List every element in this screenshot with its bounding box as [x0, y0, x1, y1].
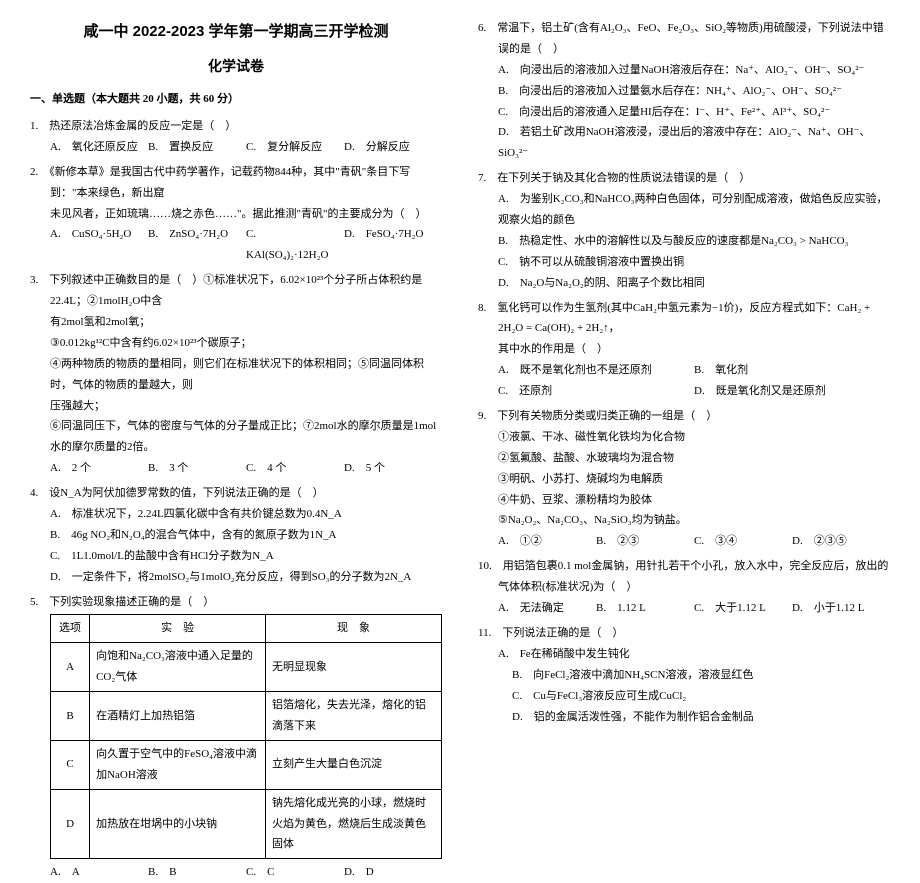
- q3-opt-b: B. 3 个: [148, 458, 246, 479]
- left-column: 咸一中 2022-2023 学年第一学期高三开学检测 化学试卷 一、单选题（本大…: [30, 18, 442, 633]
- q5-stem: 5. 下列实验现象描述正确的是（ ）: [30, 592, 442, 613]
- q8-opt-d: D. 既是氧化剂又是还原剂: [694, 381, 890, 402]
- q10-opt-a: A. 无法确定: [498, 598, 596, 619]
- q3-opt-c: C. 4 个: [246, 458, 344, 479]
- th-opt: 选项: [51, 615, 90, 643]
- q9-3: ③明矾、小苏打、烧碱均为电解质: [478, 469, 890, 490]
- q2-opt-a: A. CuSO₄·5H₂O: [50, 224, 148, 266]
- q9-opt-c: C. ③④: [694, 531, 792, 552]
- q7-stem: 7. 在下列关于钠及其化合物的性质说法错误的是（ ）: [478, 168, 890, 189]
- q9-1: ①液氯、干冰、磁性氧化铁均为化合物: [478, 427, 890, 448]
- q4-a: A. 标准状况下，2.24L四氯化碳中含有共价键总数为0.4N_A: [30, 504, 442, 525]
- question-2: 2. 《新修本草》是我国古代中药学著作，记载药物844种，其中"青矾"条目下写到…: [30, 162, 442, 266]
- q3-l2: 有2mol氢和2mol氧；: [30, 312, 442, 333]
- q9-options: A. ①② B. ②③ C. ③④ D. ②③⑤: [478, 531, 890, 552]
- question-6: 6. 常温下，铝土矿(含有Al₂O₃、FeO、Fe₂O₃、SiO₂等物质)用硫酸…: [478, 18, 890, 164]
- question-11: 11. 下列说法正确的是（ ） A. Fe在稀硝酸中发生钝化 B. 向FeCl₂…: [478, 623, 890, 727]
- q5-options: A. A B. B C. C D. D: [30, 862, 442, 883]
- q4-c: C. 1L1.0mol/L的盐酸中含有HCl分子数为N_A: [30, 546, 442, 567]
- q9-4: ④牛奶、豆浆、漂粉精均为胶体: [478, 490, 890, 511]
- q5-opt-d: D. D: [344, 862, 442, 883]
- q2-opt-b: B. ZnSO₄·7H₂O: [148, 224, 246, 266]
- q9-opt-a: A. ①②: [498, 531, 596, 552]
- q6-a: A. 向浸出后的溶液加入过量NaOH溶液后存在：Na⁺、AlO₂⁻、OH⁻、SO…: [478, 60, 890, 81]
- question-1: 1. 热还原法冶炼金属的反应一定是（ ） A. 氧化还原反应 B. 置换反应 C…: [30, 116, 442, 158]
- section-heading: 一、单选题（本大题共 20 小题，共 60 分）: [30, 89, 442, 110]
- q8-opts2: C. 还原剂 D. 既是氧化剂又是还原剂: [478, 381, 890, 402]
- table-row: D 加热放在坩埚中的小块钠 钠先熔化成光亮的小球，燃烧时火焰为黄色，燃烧后生成淡…: [51, 789, 442, 859]
- th-phen: 现 象: [266, 615, 442, 643]
- q1-stem: 1. 热还原法冶炼金属的反应一定是（ ）: [30, 116, 442, 137]
- q4-b: B. 46g NO₂和N₂O₄的混合气体中，含有的氮原子数为1N_A: [30, 525, 442, 546]
- q8-l1: 8. 氢化钙可以作为生氢剂(其中CaH₂中氢元素为−1价)，反应方程式如下：Ca…: [478, 298, 890, 340]
- q2-opt-d: D. FeSO₄·7H₂O: [344, 224, 442, 266]
- exam-title: 咸一中 2022-2023 学年第一学期高三开学检测: [30, 18, 442, 47]
- q9-2: ②氢氟酸、盐酸、水玻璃均为混合物: [478, 448, 890, 469]
- q5-opt-c: C. C: [246, 862, 344, 883]
- table-row: C 向久置于空气中的FeSO₄溶液中滴加NaOH溶液 立刻产生大量白色沉淀: [51, 740, 442, 789]
- q11-stem: 11. 下列说法正确的是（ ）: [478, 623, 890, 644]
- q10-opt-c: C. 大于1.12 L: [694, 598, 792, 619]
- q9-opt-b: B. ②③: [596, 531, 694, 552]
- question-5: 5. 下列实验现象描述正确的是（ ） 选项 实 验 现 象 A 向饱和Na₂CO…: [30, 592, 442, 883]
- q3-l4: ④两种物质的物质的量相同，则它们在标准状况下的体积相同；⑤同温同体积时，气体的物…: [30, 354, 442, 396]
- q11-d: D. 铝的金属活泼性强，不能作为制作铝合金制品: [478, 707, 890, 728]
- question-3: 3. 下列叙述中正确数目的是（ ）①标准状况下，6.02×10²³个分子所占体积…: [30, 270, 442, 479]
- q3-opt-a: A. 2 个: [50, 458, 148, 479]
- q1-opt-c: C. 复分解反应: [246, 137, 344, 158]
- question-9: 9. 下列有关物质分类或归类正确的一组是（ ） ①液氯、干冰、磁性氧化铁均为化合…: [478, 406, 890, 552]
- question-4: 4. 设N_A为阿伏加德罗常数的值，下列说法正确的是（ ） A. 标准状况下，2…: [30, 483, 442, 587]
- q9-opt-d: D. ②③⑤: [792, 531, 890, 552]
- q3-stem: 3. 下列叙述中正确数目的是（ ）①标准状况下，6.02×10²³个分子所占体积…: [30, 270, 442, 312]
- question-7: 7. 在下列关于钠及其化合物的性质说法错误的是（ ） A. 为鉴别K₂CO₃和N…: [478, 168, 890, 293]
- q5-opt-a: A. A: [50, 862, 148, 883]
- q2-opt-c: C. KAl(SO₄)₂·12H₂O: [246, 224, 344, 266]
- q7-a: A. 为鉴别K₂CO₃和NaHCO₃两种白色固体，可分别配成溶液，做焰色反应实验…: [478, 189, 890, 231]
- q8-opt-c: C. 还原剂: [498, 381, 694, 402]
- q11-c: C. Cu与FeCl₃溶液反应可生成CuCl₂: [478, 686, 890, 707]
- q9-stem: 9. 下列有关物质分类或归类正确的一组是（ ）: [478, 406, 890, 427]
- q8-opt-a: A. 既不是氧化剂也不是还原剂: [498, 360, 694, 381]
- exam-subject: 化学试卷: [30, 53, 442, 80]
- q10-opt-b: B. 1.12 L: [596, 598, 694, 619]
- q8-l2: 其中水的作用是（ ）: [478, 339, 890, 360]
- q11-a: A. Fe在稀硝酸中发生钝化: [478, 644, 890, 665]
- q2-line1: 2. 《新修本草》是我国古代中药学著作，记载药物844种，其中"青矾"条目下写到…: [30, 162, 442, 204]
- th-exp: 实 验: [90, 615, 266, 643]
- q10-opt-d: D. 小于1.12 L: [792, 598, 890, 619]
- q8-opt-b: B. 氧化剂: [694, 360, 890, 381]
- q4-stem: 4. 设N_A为阿伏加德罗常数的值，下列说法正确的是（ ）: [30, 483, 442, 504]
- q5-table: 选项 实 验 现 象 A 向饱和Na₂CO₃溶液中通入足量的CO₂气体 无明显现…: [50, 614, 442, 859]
- q2-line2: 未见风者，正如琉璃……烧之赤色……"。据此推测"青矾"的主要成分为（ ）: [30, 204, 442, 225]
- q3-options: A. 2 个 B. 3 个 C. 4 个 D. 5 个: [30, 458, 442, 479]
- table-row: B 在酒精灯上加热铝箔 铝箔熔化，失去光泽，熔化的铝滴落下来: [51, 692, 442, 741]
- table-row: A 向饱和Na₂CO₃溶液中通入足量的CO₂气体 无明显现象: [51, 643, 442, 692]
- q1-options: A. 氧化还原反应 B. 置换反应 C. 复分解反应 D. 分解反应: [30, 137, 442, 158]
- q6-b: B. 向浸出后的溶液加入过量氨水后存在：NH₄⁺、AlO₂⁻、OH⁻、SO₄²⁻: [478, 81, 890, 102]
- question-10: 10. 用铝箔包裹0.1 mol金属钠，用针扎若干个小孔，放入水中，完全反应后，…: [478, 556, 890, 619]
- q7-c: C. 钠不可以从硫酸铜溶液中置换出铜: [478, 252, 890, 273]
- q8-opts1: A. 既不是氧化剂也不是还原剂 B. 氧化剂: [478, 360, 890, 381]
- q1-opt-d: D. 分解反应: [344, 137, 442, 158]
- right-column: 6. 常温下，铝土矿(含有Al₂O₃、FeO、Fe₂O₃、SiO₂等物质)用硫酸…: [478, 18, 890, 633]
- q9-5: ⑤Na₂O₂、Na₂CO₃、Na₂SiO₃均为钠盐。: [478, 510, 890, 531]
- q6-stem: 6. 常温下，铝土矿(含有Al₂O₃、FeO、Fe₂O₃、SiO₂等物质)用硫酸…: [478, 18, 890, 60]
- q3-l3: ③0.012kg¹²C中含有约6.02×10²³个碳原子；: [30, 333, 442, 354]
- question-8: 8. 氢化钙可以作为生氢剂(其中CaH₂中氢元素为−1价)，反应方程式如下：Ca…: [478, 298, 890, 402]
- q6-d: D. 若铝土矿改用NaOH溶液浸，浸出后的溶液中存在：AlO₂⁻、Na⁺、OH⁻…: [478, 122, 890, 164]
- q3-l5: 压强越大；: [30, 396, 442, 417]
- q7-b: B. 热稳定性、水中的溶解性以及与酸反应的速度都是Na₂CO₃ > NaHCO₃: [478, 231, 890, 252]
- q3-l6: ⑥同温同压下，气体的密度与气体的分子量成正比；⑦2mol水的摩尔质量是1mol水…: [30, 416, 442, 458]
- q7-d: D. Na₂O与Na₂O₂的阴、阳离子个数比相同: [478, 273, 890, 294]
- q4-d: D. 一定条件下，将2molSO₂与1molO₂充分反应，得到SO₃的分子数为2…: [30, 567, 442, 588]
- q1-opt-a: A. 氧化还原反应: [50, 137, 148, 158]
- q10-options: A. 无法确定 B. 1.12 L C. 大于1.12 L D. 小于1.12 …: [478, 598, 890, 619]
- q10-stem: 10. 用铝箔包裹0.1 mol金属钠，用针扎若干个小孔，放入水中，完全反应后，…: [478, 556, 890, 598]
- q2-options: A. CuSO₄·5H₂O B. ZnSO₄·7H₂O C. KAl(SO₄)₂…: [30, 224, 442, 266]
- q11-b: B. 向FeCl₂溶液中滴加NH₄SCN溶液，溶液显红色: [478, 665, 890, 686]
- q6-c: C. 向浸出后的溶液通入足量HI后存在：I⁻、H⁺、Fe²⁺、Al³⁺、SO₄²…: [478, 102, 890, 123]
- q1-opt-b: B. 置换反应: [148, 137, 246, 158]
- q3-opt-d: D. 5 个: [344, 458, 442, 479]
- q5-opt-b: B. B: [148, 862, 246, 883]
